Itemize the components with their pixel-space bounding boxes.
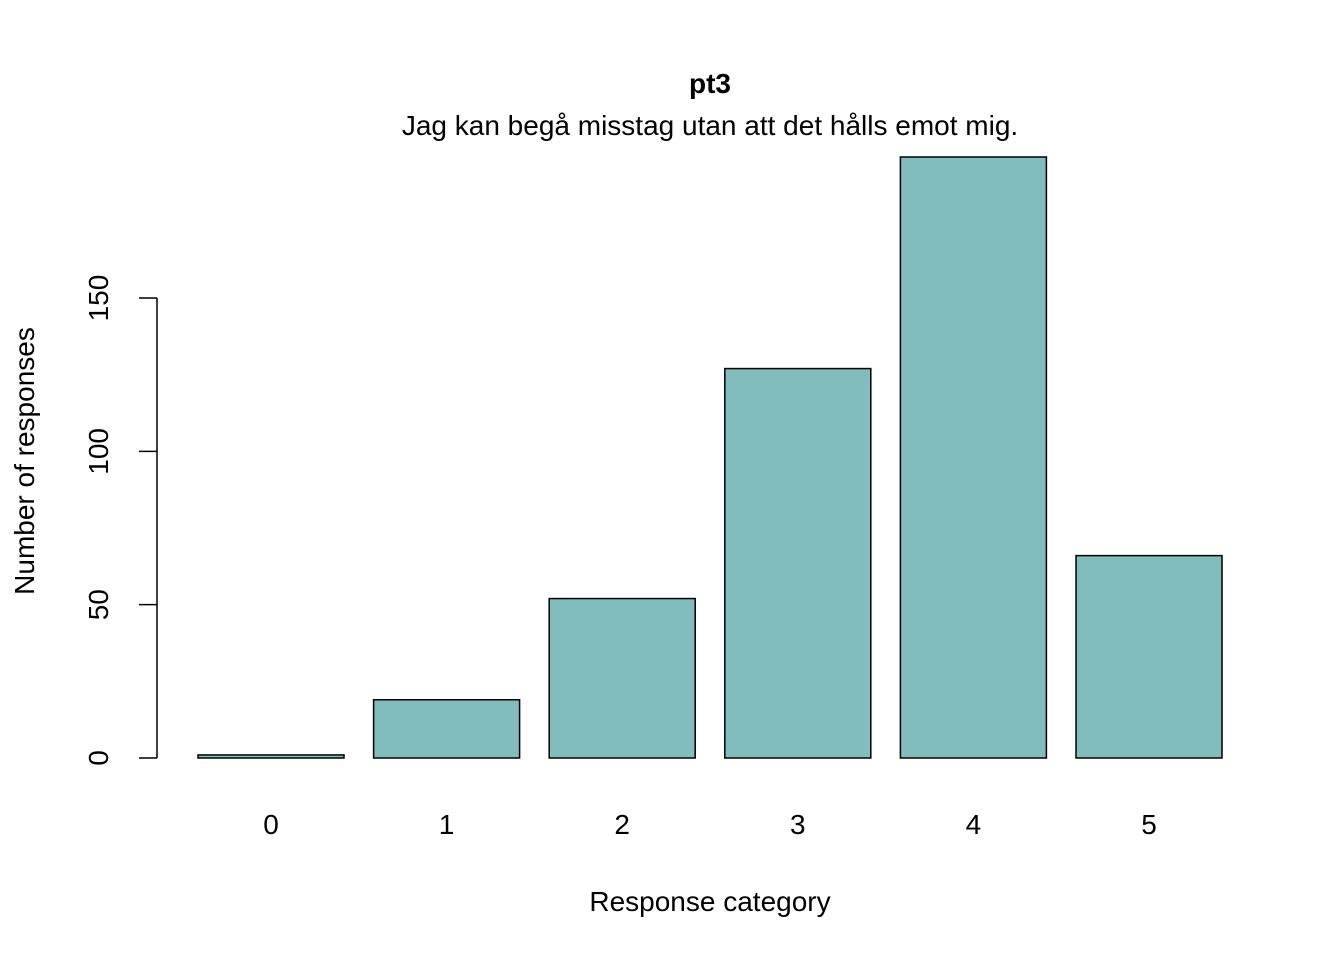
bar-1	[372, 698, 521, 759]
bar-0	[197, 754, 345, 759]
x-tick-label: 1	[439, 809, 455, 840]
y-tick-label: 100	[83, 428, 114, 475]
x-axis-label: Response category	[589, 886, 830, 917]
x-tick-label: 0	[263, 809, 279, 840]
y-axis-label: Number of responses	[9, 327, 40, 595]
x-tick-label: 5	[1141, 809, 1157, 840]
bar-4	[899, 156, 1048, 759]
y-tick-label: 50	[83, 589, 114, 620]
bar-2	[548, 597, 696, 759]
chart-subtitle: Jag kan begå misstag utan att det hålls …	[402, 110, 1018, 141]
y-tick-label: 150	[83, 275, 114, 322]
x-tick-label: 4	[966, 809, 982, 840]
bar-3	[724, 367, 872, 759]
y-tick-label: 0	[83, 750, 114, 766]
y-axis: 0 50 100 150	[83, 275, 158, 766]
chart-title: pt3	[689, 68, 731, 99]
x-tick-label: 2	[614, 809, 630, 840]
x-tick-label: 3	[790, 809, 806, 840]
bars	[197, 156, 1223, 759]
bar-5	[1075, 554, 1223, 759]
x-tick-labels: 0 1 2 3 4 5	[263, 809, 1157, 840]
